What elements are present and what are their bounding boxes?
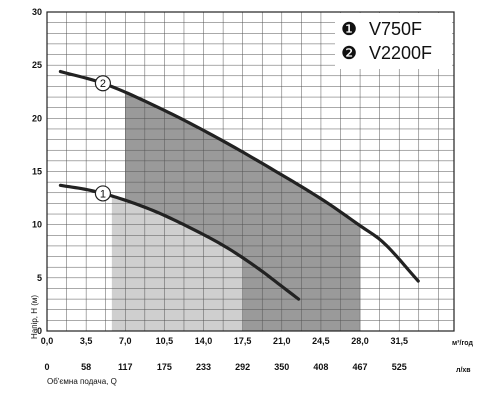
x-axis-label: Об'ємна подача, Q: [47, 377, 117, 386]
x-tick-label-primary: 24,5: [312, 336, 330, 346]
y-tick-label: 30: [32, 7, 42, 17]
x-tick-label-secondary: 0: [44, 362, 49, 372]
operating-range-fills: [111, 92, 361, 331]
x-tick-label-primary: 14,0: [195, 336, 213, 346]
x-tick-label-secondary: 117: [118, 362, 133, 372]
x-unit-primary: м³/год: [452, 340, 473, 347]
legend-background: [335, 13, 452, 69]
x-tick-label-secondary: 467: [353, 362, 368, 372]
x-tick-label-primary: 17,5: [234, 336, 252, 346]
y-tick-label: 10: [32, 220, 42, 230]
x-tick-label-primary: 7,0: [119, 336, 132, 346]
curve-marker-label-2: 2: [100, 78, 106, 90]
legend-marker-1: ❶: [341, 19, 357, 39]
x-tick-label-secondary: 525: [392, 362, 407, 372]
x-tick-label-secondary: 58: [81, 362, 91, 372]
curve-markers: 12: [94, 75, 112, 202]
x-tick-label-primary: 10,5: [156, 336, 174, 346]
curve-marker-1: [94, 185, 112, 202]
y-tick-label: 20: [32, 113, 42, 123]
curve-marker-2: [94, 75, 112, 92]
x-tick-label-primary: 0,0: [41, 336, 54, 346]
operating-range-1: [111, 195, 243, 331]
x-axis-ticks-secondary: 0 58 117 175 233 292 350 408 467 525: [44, 362, 406, 372]
x-tick-label-secondary: 233: [196, 362, 211, 372]
y-tick-label: 15: [32, 167, 42, 177]
y-tick-label: 0: [37, 326, 42, 336]
legend-label-2: V2200F: [369, 43, 432, 63]
x-tick-label-primary: 21,0: [273, 336, 291, 346]
x-tick-label-secondary: 350: [274, 362, 289, 372]
x-axis-ticks-primary: 0,0 3,5 7,0 10,5 14,0 17,5 21,0 24,5 28,0 31,5: [41, 336, 408, 346]
legend-marker-2: ❷: [341, 43, 357, 63]
curve-marker-label-1: 1: [100, 188, 106, 200]
plot-frame: [46, 11, 455, 332]
x-tick-label-secondary: 292: [235, 362, 250, 372]
y-axis-ticks: 0 5 10 15 20 25 30: [32, 7, 42, 336]
x-tick-label-secondary: 408: [313, 362, 328, 372]
y-tick-label: 25: [32, 60, 42, 70]
x-tick-label-primary: 3,5: [80, 336, 93, 346]
x-tick-label-primary: 31,5: [390, 336, 408, 346]
y-axis-label: Напір, Н (м): [30, 295, 39, 339]
x-tick-label-secondary: 175: [157, 362, 172, 372]
x-unit-secondary: л/хв: [456, 367, 471, 374]
curve-line-2: [58, 69, 420, 283]
x-tick-label-primary: 28,0: [351, 336, 369, 346]
y-tick-label: 5: [37, 273, 42, 283]
legend-label-1: V750F: [369, 19, 422, 39]
